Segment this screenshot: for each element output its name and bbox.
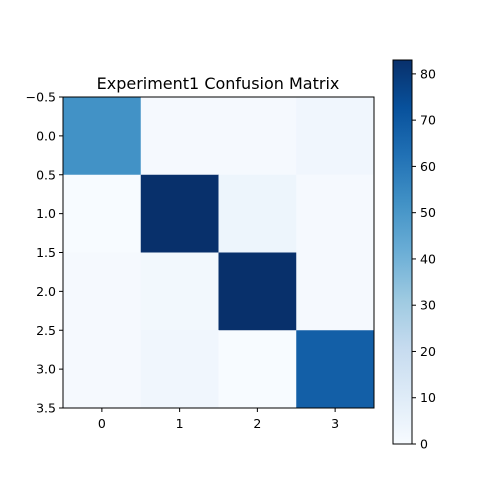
y-tick-label: 1.0 [36, 206, 56, 221]
heatmap-cell [140, 174, 219, 253]
colorbar-tick-label: 0 [420, 437, 428, 452]
colorbar-frame [392, 59, 413, 445]
y-tick-label: 0.5 [36, 167, 56, 182]
x-tick-label: 2 [253, 416, 261, 431]
heatmap-cell [140, 97, 219, 176]
colorbar-tick-label: 40 [420, 251, 436, 266]
heatmap-cell [218, 330, 297, 409]
colorbar-tick-label: 50 [420, 205, 436, 220]
heatmap-cell [296, 97, 375, 176]
heatmap-cell [218, 252, 297, 331]
x-tick-label: 0 [98, 416, 106, 431]
heatmap-cell [63, 174, 142, 253]
x-tick-label: 3 [331, 416, 339, 431]
y-tick-label: 2.5 [36, 323, 56, 338]
y-tick-label: 3.5 [36, 401, 56, 416]
heatmap-cell [218, 174, 297, 253]
heatmap-cell [140, 330, 219, 409]
chart-title: Experiment1 Confusion Matrix [97, 74, 340, 93]
heatmap-cell [140, 252, 219, 331]
x-axis: 0 1 2 3 [98, 408, 339, 431]
heatmap-cell [63, 97, 142, 176]
colorbar-tick-label: 20 [420, 344, 436, 359]
colorbar-axis: 0 10 20 30 40 50 60 70 80 [412, 66, 436, 452]
y-tick-label: 1.5 [36, 245, 56, 260]
heatmap-cell [296, 174, 375, 253]
colorbar-tick-label: 70 [420, 113, 436, 128]
colorbar-tick-label: 80 [420, 66, 436, 81]
y-tick-label: 0.0 [36, 128, 56, 143]
y-tick-label: 2.0 [36, 284, 56, 299]
heatmap-cell [63, 330, 142, 409]
heatmap-cells [63, 97, 375, 409]
heatmap-cell [63, 252, 142, 331]
y-tick-label: −0.5 [26, 90, 56, 105]
colorbar-gradient [393, 60, 412, 444]
heatmap-cell [296, 252, 375, 331]
x-tick-label: 1 [176, 416, 184, 431]
colorbar-tick-label: 30 [420, 298, 436, 313]
heatmap-cell [296, 330, 375, 409]
y-axis: −0.5 0.0 0.5 1.0 1.5 2.0 2.5 3.0 3.5 [26, 90, 63, 416]
heatmap-cell [218, 97, 297, 176]
y-tick-label: 3.0 [36, 362, 56, 377]
colorbar-tick-label: 10 [420, 390, 436, 405]
colorbar-tick-label: 60 [420, 159, 436, 174]
